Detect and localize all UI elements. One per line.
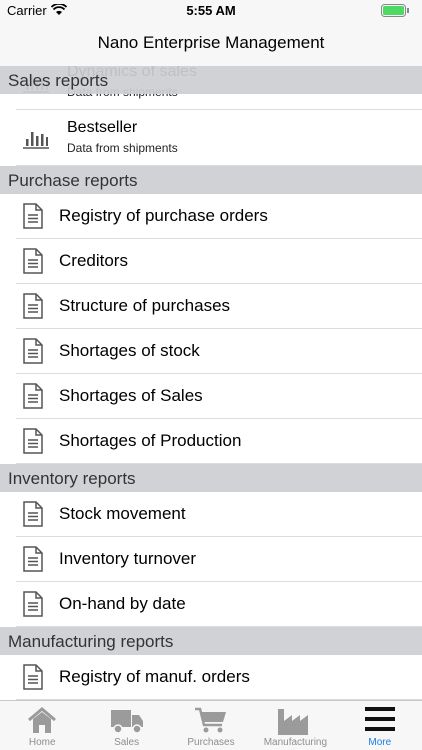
row-title: Registry of manuf. orders xyxy=(59,667,250,686)
factory-icon xyxy=(253,706,337,741)
row-title: Registry of purchase orders xyxy=(59,206,268,225)
chart-icon xyxy=(21,126,51,155)
doc-icon xyxy=(21,546,45,577)
battery-icon xyxy=(381,4,409,17)
row-title: Structure of purchases xyxy=(59,296,231,315)
row-title: Shortages of stock xyxy=(59,341,200,360)
separator xyxy=(16,581,422,582)
section-header: Inventory reports xyxy=(0,464,422,492)
tab[interactable]: Sales xyxy=(84,701,168,750)
report-row[interactable]: Shortages of Sales xyxy=(0,374,422,419)
separator xyxy=(16,626,422,627)
menu-icon xyxy=(338,706,422,737)
doc-icon xyxy=(21,664,45,695)
nav-title: Nano Enterprise Management xyxy=(97,33,325,52)
separator xyxy=(16,328,422,329)
tab[interactable]: Home xyxy=(0,701,84,750)
tab[interactable]: More xyxy=(338,701,422,750)
top-bar: Carrier 5:55 AM Nano Enterprise Manageme… xyxy=(0,0,422,66)
separator xyxy=(16,373,422,374)
section-header: Purchase reports xyxy=(0,166,422,194)
row-title: Creditors xyxy=(59,251,128,270)
row-subtitle: Data from shipments xyxy=(67,141,178,155)
truck-icon xyxy=(84,706,168,739)
report-row[interactable]: Shortages of stock xyxy=(0,329,422,374)
row-title: On-hand by date xyxy=(59,594,186,613)
report-row[interactable]: Stock movement xyxy=(0,492,422,537)
section-title: Sales reports xyxy=(8,71,109,90)
tab-bar: Home Sales Purchases Manufacturing More xyxy=(0,700,422,750)
tab[interactable]: Purchases xyxy=(169,701,253,750)
doc-icon xyxy=(21,383,45,414)
tab-label: Purchases xyxy=(187,737,235,748)
doc-icon xyxy=(21,428,45,459)
carrier: Carrier xyxy=(7,3,47,18)
home-icon xyxy=(0,706,84,739)
tab-label: Home xyxy=(28,737,56,748)
report-row[interactable]: Inventory turnover xyxy=(0,537,422,582)
cart-icon xyxy=(169,706,253,739)
row-title: Shortages of Production xyxy=(59,431,242,450)
row-title: Stock movement xyxy=(59,504,186,523)
report-row[interactable]: Registry of purchase orders xyxy=(0,194,422,239)
section-title: Purchase reports xyxy=(8,171,138,190)
row-title: Inventory turnover xyxy=(59,549,197,568)
section-title: Inventory reports xyxy=(8,469,136,488)
section-header: Sales reports xyxy=(0,66,422,94)
report-row[interactable]: Shortages of Production xyxy=(0,419,422,464)
doc-icon xyxy=(21,203,45,234)
tab-label: Sales xyxy=(114,737,140,748)
tab[interactable]: Manufacturing xyxy=(253,701,337,750)
report-row[interactable]: Bestseller Data from shipments xyxy=(0,110,422,166)
separator xyxy=(16,109,422,110)
separator xyxy=(16,699,422,700)
tab-label: More xyxy=(368,737,392,748)
report-list: Dynamics of salesData from shipmentsBest… xyxy=(0,63,422,700)
tab-label: Manufacturing xyxy=(263,737,328,748)
wifi-icon xyxy=(51,4,67,15)
separator xyxy=(16,536,422,537)
doc-icon xyxy=(21,248,45,279)
section-header: Manufacturing reports xyxy=(0,627,422,655)
doc-icon xyxy=(21,293,45,324)
section-title: Manufacturing reports xyxy=(8,632,174,651)
row-title: Shortages of Sales xyxy=(59,386,203,405)
doc-icon xyxy=(21,338,45,369)
doc-icon xyxy=(21,591,45,622)
clock: 5:55 AM xyxy=(186,3,236,18)
report-row[interactable]: Creditors xyxy=(0,239,422,284)
separator xyxy=(16,463,422,464)
separator xyxy=(16,238,422,239)
separator xyxy=(16,283,422,284)
report-row[interactable]: Structure of purchases xyxy=(0,284,422,329)
doc-icon xyxy=(21,501,45,532)
report-row[interactable]: On-hand by date xyxy=(0,582,422,627)
report-row[interactable]: Registry of manuf. orders xyxy=(0,655,422,700)
separator xyxy=(16,418,422,419)
separator xyxy=(16,165,422,166)
row-title: Bestseller xyxy=(67,119,138,136)
